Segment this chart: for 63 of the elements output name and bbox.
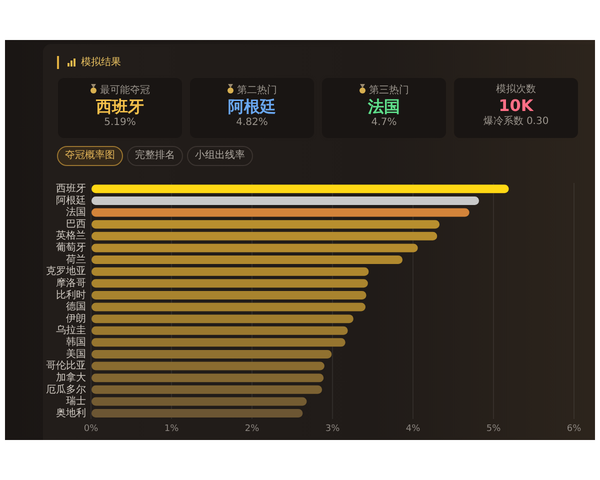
text: 模拟结果 xyxy=(81,56,121,69)
y-tick-label: 哥伦比亚 xyxy=(46,360,86,372)
y-tick-label: 西班牙 xyxy=(56,182,86,194)
bar xyxy=(92,397,307,406)
bar xyxy=(92,302,366,312)
y-tick-label: 乌拉圭 xyxy=(56,324,86,336)
x-tick-label: 2% xyxy=(244,424,260,434)
y-tick-label: 美国 xyxy=(66,348,86,360)
bar xyxy=(92,196,480,205)
y-tick-label: 巴西 xyxy=(66,218,86,230)
y-tick-label: 德国 xyxy=(66,302,86,313)
text: 4.82% xyxy=(236,117,268,128)
x-tick-label: 4% xyxy=(406,424,421,434)
text: 4.7% xyxy=(371,117,397,128)
text: 10K xyxy=(498,96,534,115)
bar xyxy=(92,208,470,217)
x-tick-label: 1% xyxy=(164,424,180,434)
text: 西班牙 xyxy=(96,97,144,116)
text: 法国 xyxy=(368,97,400,116)
y-tick-label: 法国 xyxy=(66,206,86,218)
bar xyxy=(92,385,322,394)
bar xyxy=(92,314,354,324)
bar xyxy=(92,220,440,229)
y-tick-label: 摩洛哥 xyxy=(56,276,86,289)
y-tick-label: 比利时 xyxy=(56,288,86,301)
bar xyxy=(92,362,324,370)
y-tick-label: 伊朗 xyxy=(66,312,86,324)
y-tick-label: 荷兰 xyxy=(66,253,86,266)
text: 夺冠概率图 xyxy=(65,150,115,161)
x-tick-label: 3% xyxy=(325,424,340,434)
y-tick-label: 英格兰 xyxy=(56,230,86,242)
bar xyxy=(92,326,348,335)
y-tick-label: 阿根廷 xyxy=(56,194,86,206)
text: 完整排名 xyxy=(135,150,175,161)
y-tick-label: 克罗地亚 xyxy=(46,265,86,278)
bar xyxy=(92,279,368,288)
bar xyxy=(92,338,346,347)
text: 5.19% xyxy=(104,117,136,128)
bar xyxy=(92,232,438,240)
text: 小组出线率 xyxy=(195,150,245,161)
x-tick-label: 6% xyxy=(566,424,582,434)
bar xyxy=(92,267,369,276)
bar xyxy=(92,409,303,418)
y-tick-label: 葡萄牙 xyxy=(56,242,86,254)
bar xyxy=(92,184,509,194)
bar xyxy=(92,244,418,252)
text: 第二热门 xyxy=(237,85,277,96)
x-tick-label: 5% xyxy=(486,424,502,434)
text: 爆冷系数 0.30 xyxy=(483,116,549,127)
bar xyxy=(92,256,403,264)
x-tick-label: 0% xyxy=(84,424,99,434)
y-tick-label: 厄瓜多尔 xyxy=(46,383,86,396)
y-tick-label: 韩国 xyxy=(66,336,86,348)
y-tick-label: 瑞士 xyxy=(66,395,86,408)
bar xyxy=(92,290,366,300)
text: 模拟次数 xyxy=(496,84,536,95)
text: 阿根廷 xyxy=(228,97,276,116)
bar xyxy=(92,374,324,382)
text: 第三热门 xyxy=(369,85,409,96)
text: 最可能夺冠 xyxy=(100,85,150,96)
y-tick-label: 加拿大 xyxy=(56,371,86,384)
bar xyxy=(92,350,332,358)
y-tick-label: 奥地利 xyxy=(56,406,86,419)
